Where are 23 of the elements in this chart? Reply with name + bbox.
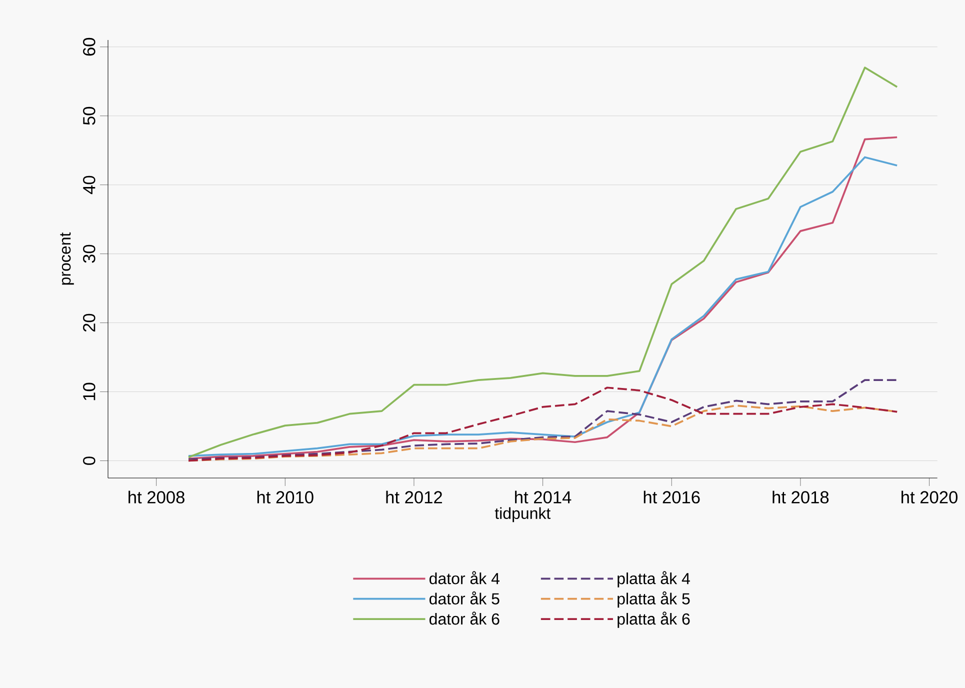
y-tick-label: 40	[83, 176, 96, 194]
y-tick-label: 60	[83, 38, 96, 56]
legend-label: dator åk 5	[430, 591, 500, 604]
legend-label: platta åk 6	[618, 612, 690, 628]
x-tick-label: ht 2018	[772, 490, 829, 504]
y-axis-title: procent	[60, 232, 74, 285]
x-tick-label: ht 2008	[128, 490, 184, 504]
legend-label: dator åk 4	[430, 571, 500, 584]
legend-label: platta åk 4	[618, 571, 690, 588]
x-tick-label: ht 2016	[644, 490, 700, 504]
y-tick-label: 50	[83, 106, 96, 125]
line-series	[188, 66, 898, 458]
y-tick-label: 0	[83, 456, 96, 465]
y-tick-label: 10	[83, 382, 96, 400]
x-tick-label: ht 2012	[386, 490, 442, 504]
legend-label: platta åk 5	[618, 591, 690, 608]
x-tick-label: ht 2010	[257, 490, 314, 504]
y-tick-label: 20	[83, 314, 96, 332]
x-tick-label: ht 2020	[902, 490, 958, 504]
y-tick-label: 30	[83, 244, 96, 263]
legend-label: dator åk 6	[430, 612, 500, 625]
x-axis-title: tidpunkt	[494, 507, 551, 522]
x-tick-label: ht 2014	[515, 490, 572, 504]
